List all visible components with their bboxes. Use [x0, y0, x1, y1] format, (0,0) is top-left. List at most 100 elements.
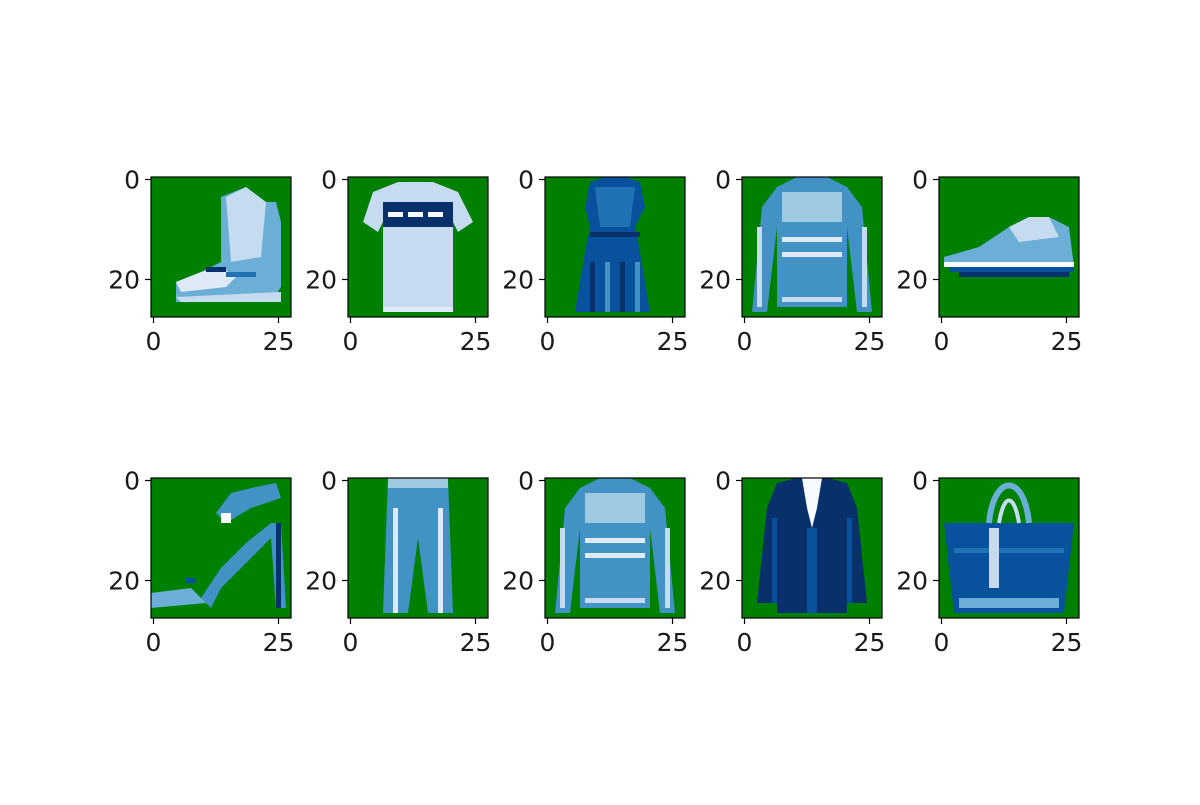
item-part-4	[772, 518, 777, 603]
x-tick-label: 25	[657, 327, 689, 356]
x-tick-label: 25	[1051, 628, 1083, 657]
y-tick-label: 0	[715, 166, 731, 195]
x-tick-label: 25	[460, 327, 492, 356]
item-part-6	[989, 528, 999, 588]
y-tick-label: 0	[518, 467, 534, 496]
y-tick-label: 0	[124, 467, 140, 496]
y-tick-label: 20	[305, 567, 337, 596]
x-tick-label: 0	[540, 327, 556, 356]
item-part-3	[997, 498, 1021, 524]
item-part-4	[206, 267, 226, 272]
x-tick-label: 0	[934, 327, 950, 356]
item-part-6	[757, 227, 762, 307]
item-part-5	[226, 272, 256, 277]
item-part-1	[151, 588, 206, 608]
item-part-1	[383, 478, 453, 613]
panel-frame	[347, 477, 489, 619]
panel-frame	[938, 176, 1080, 318]
item-part-1	[944, 523, 1074, 613]
x-tick-label: 0	[343, 628, 359, 657]
x-tick-label: 25	[1051, 327, 1083, 356]
panel-8: 0 25 0 20	[502, 467, 688, 658]
item-part-7	[635, 262, 640, 312]
item-part-5	[782, 297, 842, 302]
y-tick-label: 20	[896, 266, 928, 295]
y-tick-label: 0	[124, 166, 140, 195]
item-part-6	[176, 292, 281, 302]
item-part-5	[585, 598, 645, 603]
x-tick-label: 25	[854, 327, 886, 356]
item-part-5	[847, 518, 852, 603]
panel-frame	[150, 477, 292, 619]
x-tick-label: 0	[146, 327, 162, 356]
item-image-t-shirt	[363, 182, 473, 312]
panel-frame	[544, 176, 686, 318]
panel-10: 0 25 0 20	[896, 467, 1082, 658]
y-tick-label: 20	[502, 266, 534, 295]
item-image-ankle-boot	[176, 187, 281, 302]
item-part-5	[959, 272, 1069, 277]
x-tick-label: 25	[854, 628, 886, 657]
x-tick-label: 0	[737, 327, 753, 356]
item-part-4	[949, 267, 1074, 272]
panel-5: 0 25 0 20	[896, 166, 1082, 357]
item-part-5	[186, 578, 196, 583]
item-part-7	[665, 528, 670, 608]
item-part-5	[959, 598, 1059, 608]
panel-7: 0 25 0 20	[305, 467, 491, 658]
panel-4: 0 25 0 20	[699, 166, 885, 357]
item-part-3	[176, 267, 236, 292]
panel-9: 0 25 0 20	[699, 467, 885, 658]
y-tick-label: 0	[715, 467, 731, 496]
item-part-2	[595, 187, 635, 227]
y-tick-label: 0	[912, 166, 928, 195]
x-tick-label: 25	[460, 628, 492, 657]
y-tick-label: 0	[912, 467, 928, 496]
x-tick-label: 0	[934, 628, 950, 657]
x-tick-label: 0	[737, 628, 753, 657]
x-tick-label: 25	[263, 628, 295, 657]
panel-frame	[741, 176, 883, 318]
y-tick-label: 20	[699, 266, 731, 295]
item-part-4	[408, 212, 423, 217]
x-tick-label: 0	[343, 327, 359, 356]
panel-3: 0 25 0 20	[502, 166, 688, 357]
item-part-4	[585, 553, 645, 558]
x-tick-label: 25	[263, 327, 295, 356]
panel-2: 0 25 0 20	[305, 166, 491, 357]
item-part-5	[605, 262, 610, 312]
item-image-pullover	[555, 478, 675, 613]
item-image-bag	[944, 482, 1074, 613]
item-part-4	[782, 252, 842, 257]
item-image-trouser	[383, 478, 453, 613]
item-part-4	[954, 548, 1064, 553]
item-part-4	[221, 513, 231, 523]
item-part-2	[585, 493, 645, 523]
item-part-3	[216, 483, 281, 523]
panel-6: 0 25 0 20	[108, 467, 294, 658]
y-tick-label: 20	[502, 567, 534, 596]
x-tick-label: 0	[540, 628, 556, 657]
item-image-sneaker	[944, 217, 1074, 277]
panel-frame	[938, 477, 1080, 619]
item-part-2	[1009, 217, 1059, 242]
y-tick-label: 0	[321, 166, 337, 195]
item-part-2	[201, 523, 286, 608]
panel-frame	[150, 176, 292, 318]
panel-frame	[347, 176, 489, 318]
item-image-sandal	[151, 483, 286, 608]
item-part-2	[782, 192, 842, 222]
x-tick-label: 25	[657, 628, 689, 657]
panel-frame	[544, 477, 686, 619]
item-part-6	[560, 528, 565, 608]
item-part-5	[428, 212, 443, 217]
item-part-2	[388, 478, 448, 488]
item-part-2	[986, 482, 1032, 524]
item-part-2	[802, 478, 822, 528]
item-part-6	[620, 262, 625, 312]
x-tick-label: 0	[146, 628, 162, 657]
item-part-3	[393, 508, 398, 613]
y-tick-label: 20	[896, 567, 928, 596]
